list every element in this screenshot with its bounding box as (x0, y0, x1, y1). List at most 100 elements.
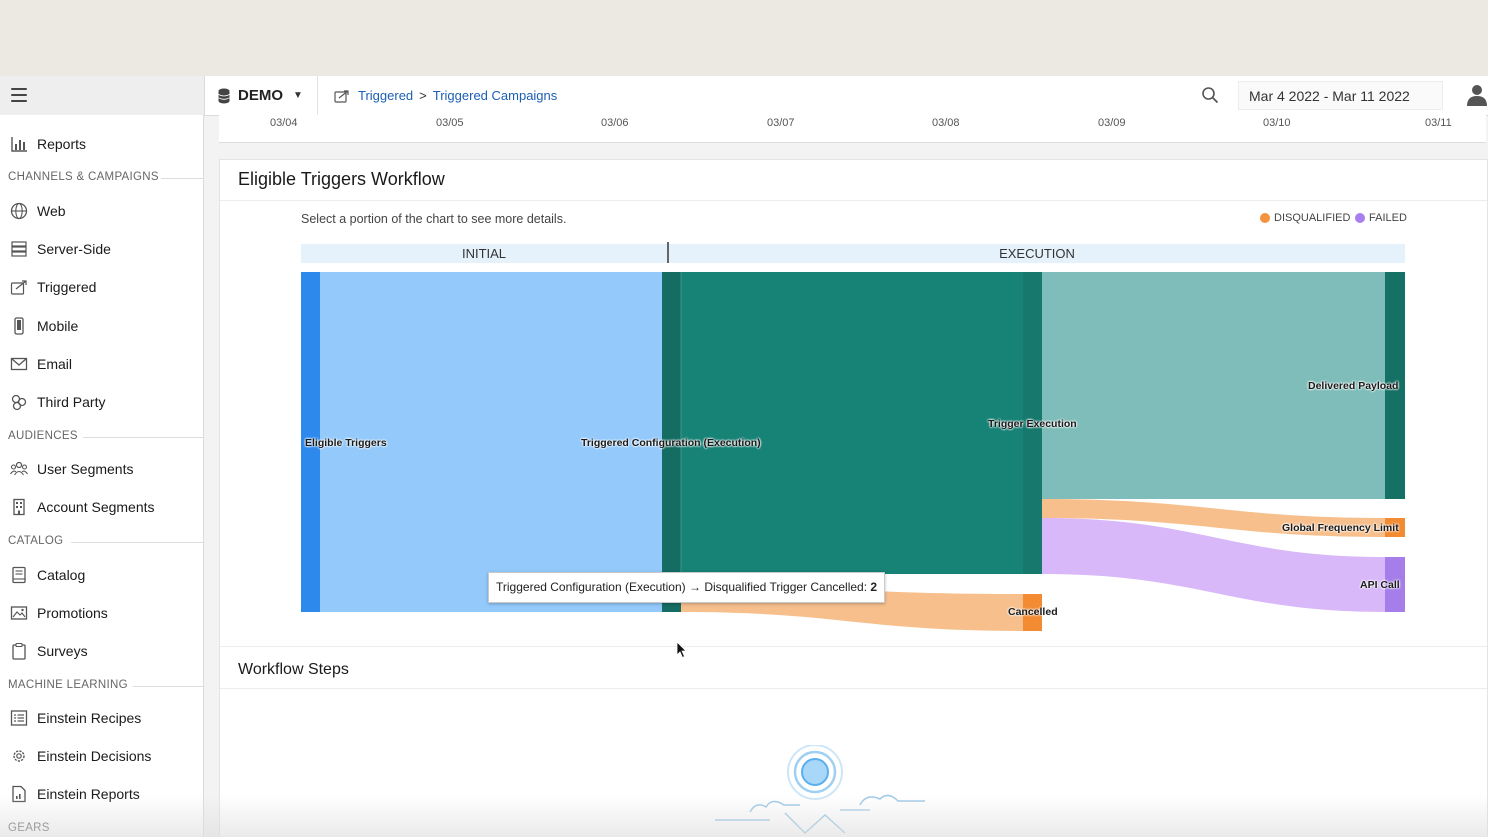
empty-state-illustration (715, 745, 925, 835)
sidebar-item-label: Third Party (37, 394, 106, 410)
hamburger-icon[interactable] (11, 88, 27, 102)
phase-initial: INITIAL (301, 244, 667, 263)
sidebar-item-surveys[interactable]: Surveys (0, 636, 203, 666)
section-divider (161, 178, 203, 179)
node-delivered-payload[interactable] (1385, 272, 1405, 499)
node-global-frequency-limit[interactable] (1385, 518, 1405, 537)
section-audiences: AUDIENCES (8, 430, 78, 442)
link-config-to-execution[interactable] (681, 272, 1023, 574)
globe-icon (10, 202, 28, 220)
mobile-icon (14, 317, 24, 335)
gear-icon (13, 750, 25, 762)
legend-disqualified[interactable]: DISQUALIFIED (1260, 212, 1350, 224)
tooltip-text: Triggered Configuration (Execution) → Di… (496, 580, 871, 594)
section-catalog: CATALOG (8, 535, 64, 547)
envelope-icon (10, 357, 28, 371)
phase-execution: EXECUTION (669, 244, 1405, 263)
sidebar-item-account-segments[interactable]: Account Segments (0, 492, 203, 522)
image-icon (10, 606, 28, 620)
sidebar-item-einstein-decisions[interactable]: Einstein Decisions (0, 741, 203, 771)
card-divider (220, 688, 1487, 689)
chart-tooltip: Triggered Configuration (Execution) → Di… (488, 572, 886, 603)
node-label-gfl: Global Frequency Limit (1282, 522, 1399, 534)
node-label-api-call: API Call (1360, 579, 1400, 591)
section-gears: GEARS (8, 822, 50, 834)
app-window: DEMO ▼ Triggered > Triggered Campaigns M… (0, 76, 1488, 837)
section-divider (83, 437, 203, 438)
dataset-selector[interactable]: DEMO ▼ (204, 76, 318, 115)
legend-failed[interactable]: FAILED (1355, 212, 1407, 224)
timeline-tick: 03/10 (1263, 117, 1291, 129)
legend-label: DISQUALIFIED (1274, 212, 1351, 224)
breadcrumb: Triggered > Triggered Campaigns (334, 76, 557, 115)
link-execution-to-api-call[interactable] (1042, 518, 1385, 612)
timeline-tick: 03/05 (436, 117, 464, 129)
users-icon (10, 461, 28, 476)
date-range-picker[interactable]: Mar 4 2022 - Mar 11 2022 (1238, 81, 1443, 110)
breadcrumb-triggered-link[interactable]: Triggered (358, 88, 414, 103)
timeline-tick: 03/06 (601, 117, 629, 129)
menu-toggle-area[interactable] (0, 76, 205, 115)
sidebar-item-web[interactable]: Web (0, 196, 203, 226)
timeline-tick: 03/09 (1098, 117, 1126, 129)
sidebar-item-label: Email (37, 356, 73, 372)
sidebar-item-label: Server-Side (37, 241, 111, 257)
puzzle-icon (11, 394, 27, 411)
timeline-tick: 03/08 (932, 117, 960, 129)
node-api-call[interactable] (1385, 557, 1405, 612)
sidebar-item-promotions[interactable]: Promotions (0, 598, 203, 628)
sidebar-item-catalog[interactable]: Catalog (0, 560, 203, 590)
clipboard-icon (12, 642, 26, 660)
link-execution-to-gfl[interactable] (1042, 499, 1385, 537)
workflow-card: Eligible Triggers Workflow Select a port… (219, 159, 1488, 837)
sidebar-item-third-party[interactable]: Third Party (0, 387, 203, 417)
sidebar-item-triggered[interactable]: Triggered (0, 272, 203, 302)
node-cancelled[interactable] (1023, 594, 1042, 631)
sidebar-item-reports[interactable]: Reports (0, 129, 203, 159)
legend-dot-icon (1260, 213, 1270, 223)
user-icon[interactable] (1466, 84, 1488, 106)
sidebar-item-server-side[interactable]: Server-Side (0, 234, 203, 264)
sidebar-item-label: Reports (37, 136, 87, 152)
sidebar-item-label: Mobile (37, 318, 79, 334)
sidebar-item-user-segments[interactable]: User Segments (0, 454, 203, 484)
node-triggered-configuration[interactable] (662, 272, 681, 612)
sidebar-item-email[interactable]: Email (0, 349, 203, 379)
server-icon (11, 241, 27, 257)
sidebar-item-label: Einstein Recipes (37, 710, 142, 726)
dataset-name: DEMO (238, 87, 283, 104)
timeline-tick: 03/04 (270, 117, 298, 129)
breadcrumb-separator: > (419, 88, 427, 103)
node-label-delivered: Delivered Payload (1308, 380, 1399, 392)
bar-chart-icon (11, 137, 27, 152)
link-eligible-to-config[interactable] (320, 272, 662, 612)
sidebar-item-label: Catalog (37, 567, 86, 583)
node-trigger-execution[interactable] (1023, 272, 1042, 574)
phase-divider (667, 242, 669, 263)
link-execution-to-delivered[interactable] (1042, 272, 1385, 499)
sidebar-item-einstein-recipes[interactable]: Einstein Recipes (0, 703, 203, 733)
legend-dot-icon (1355, 213, 1365, 223)
legend-label: FAILED (1369, 212, 1407, 224)
node-eligible-triggers[interactable] (301, 272, 320, 612)
sidebar-item-einstein-reports[interactable]: Einstein Reports (0, 779, 203, 809)
workflow-title: Eligible Triggers Workflow (238, 169, 445, 189)
sidebar-item-label: Triggered (37, 279, 97, 295)
timeline-axis: 03/04 03/05 03/06 03/07 03/08 03/09 03/1… (219, 115, 1486, 143)
sankey-chart[interactable] (301, 272, 1405, 632)
sidebar-item-mobile[interactable]: Mobile (0, 311, 203, 341)
node-label-eligible: Eligible Triggers (305, 437, 387, 449)
search-icon[interactable] (1201, 86, 1219, 104)
section-channels: CHANNELS & CAMPAIGNS (8, 171, 159, 183)
top-bar: DEMO ▼ Triggered > Triggered Campaigns M… (0, 76, 1488, 116)
database-icon (218, 88, 230, 103)
sidebar: Reports CHANNELS & CAMPAIGNS Web Server-… (0, 115, 204, 837)
timeline-tick: 03/07 (767, 117, 795, 129)
triggered-icon (334, 89, 349, 103)
triggered-icon (10, 280, 27, 295)
sidebar-item-label: Surveys (37, 643, 88, 659)
sidebar-item-label: Einstein Reports (37, 786, 140, 802)
node-label-execution: Trigger Execution (988, 418, 1077, 430)
breadcrumb-current-link[interactable]: Triggered Campaigns (432, 88, 558, 103)
tooltip-value: 2 (870, 580, 878, 594)
